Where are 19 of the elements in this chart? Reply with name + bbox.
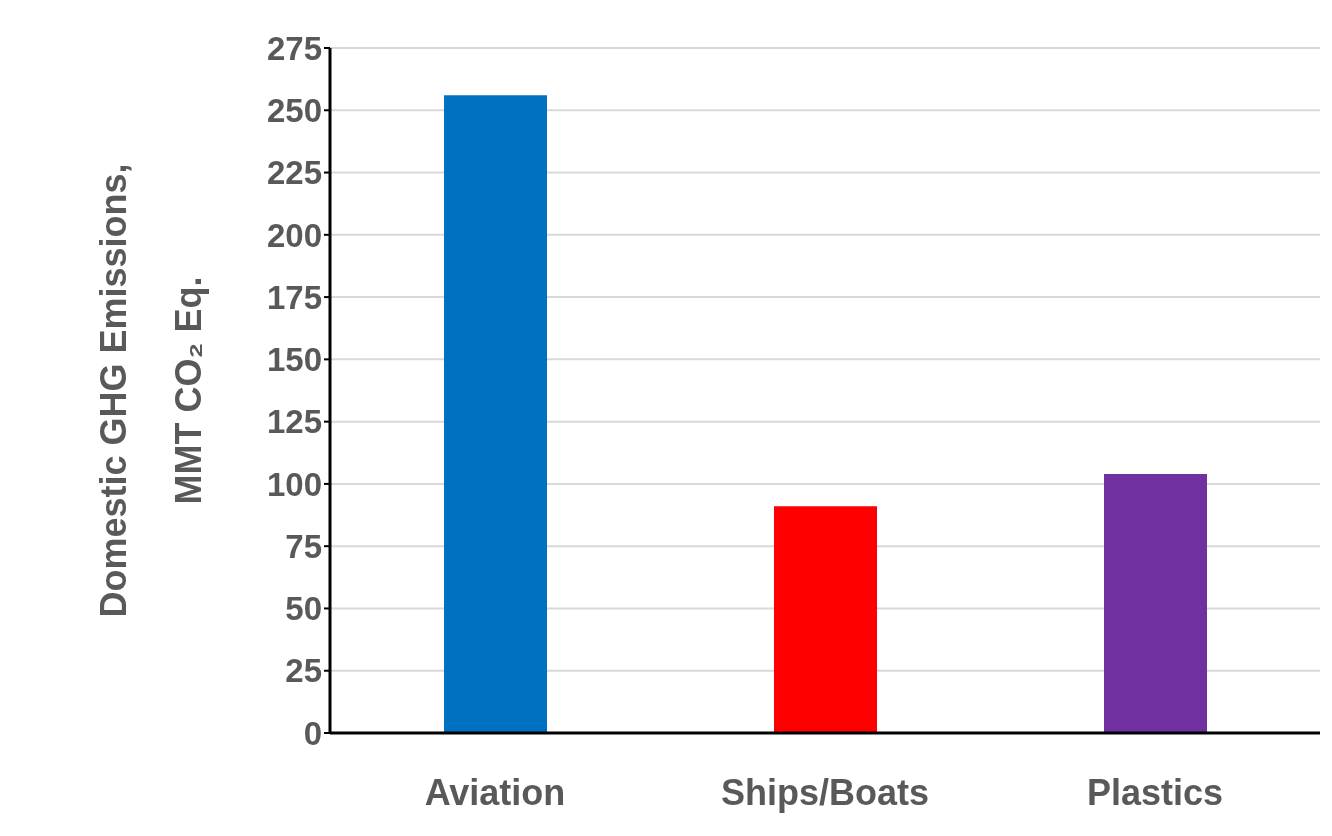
y-tick-label: 100: [266, 465, 322, 503]
y-tick-label: 175: [266, 278, 322, 316]
y-tick-label: 150: [266, 341, 322, 379]
x-tick-label: Plastics: [1086, 771, 1224, 813]
x-tick-label: Ships/Boats: [720, 771, 930, 813]
y-tick-label: 25: [285, 652, 322, 690]
y-tick-label: 0: [303, 714, 322, 752]
y-tick-label: 275: [266, 29, 322, 67]
y-tick-label: 50: [285, 590, 322, 628]
bar: [444, 95, 547, 733]
y-tick-label: 250: [266, 91, 322, 129]
bar: [774, 506, 877, 733]
y-axis-title: Domestic GHG Emissions, MMT CO₂ Eq.: [92, 163, 209, 618]
bar: [1104, 473, 1207, 733]
y-tick-label: 225: [266, 154, 322, 192]
y-tick-label: 75: [285, 527, 322, 565]
x-tick-label: Aviation: [424, 771, 566, 813]
y-tick-label: 200: [266, 216, 322, 254]
y-tick-label: 125: [266, 403, 322, 441]
